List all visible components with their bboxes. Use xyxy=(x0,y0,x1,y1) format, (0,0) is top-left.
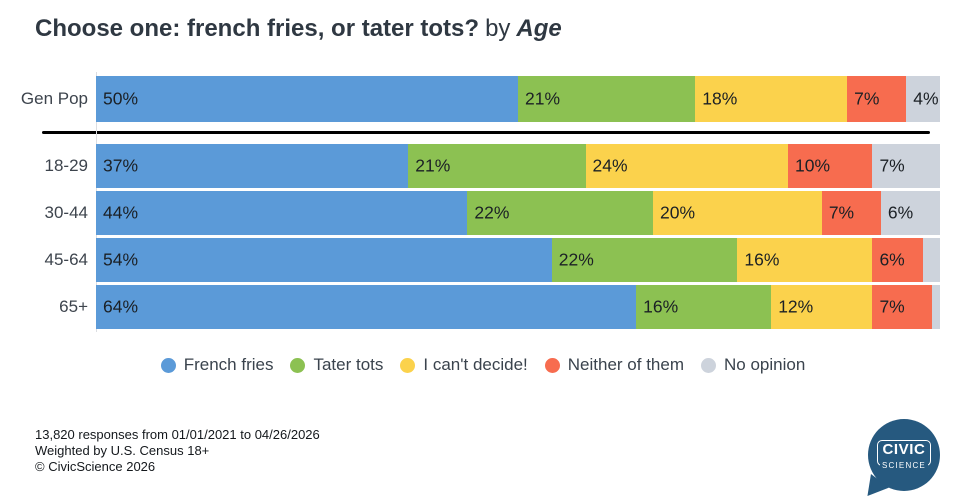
footnote-line: Weighted by U.S. Census 18+ xyxy=(35,442,210,458)
bar-row-gen-pop: Gen Pop 50% 21% 18% 7% 4% xyxy=(0,76,940,122)
bar-segment-french-fries[interactable]: 44% xyxy=(96,191,468,235)
legend-item-no-opinion[interactable]: No opinion xyxy=(701,355,805,375)
stacked-bar: 50% 21% 18% 7% 4% xyxy=(96,76,940,122)
bar-segment-i-can-t-decide[interactable]: 20% xyxy=(653,191,822,235)
segment-value-label: 22% xyxy=(474,202,510,223)
segment-value-label: 20% xyxy=(660,202,696,223)
stacked-bar: 64% 16% 12% 7% xyxy=(96,285,940,329)
segment-value-label: 10% xyxy=(795,155,831,176)
legend-dot-icon xyxy=(544,357,560,373)
legend-dot-icon xyxy=(290,357,306,373)
legend-dot-icon xyxy=(701,357,716,373)
segment-value-label: 64% xyxy=(103,296,139,317)
segment-value-label: 24% xyxy=(592,155,628,176)
bar-segment-no-opinion[interactable]: 4% xyxy=(906,76,940,122)
bar-segment-tater-tots[interactable]: 22% xyxy=(551,238,738,282)
logo-word-science: SCIENCE xyxy=(880,460,928,470)
legend-dot-icon xyxy=(160,357,176,373)
segment-value-label: 21% xyxy=(525,88,561,109)
chart-title: Choose one: french fries, or tater tots?… xyxy=(35,14,562,44)
segment-value-label: 16% xyxy=(744,249,780,270)
bar-row-30-44: 30-44 44% 22% 20% 7% 6% xyxy=(0,191,940,235)
bar-row-45-64: 45-64 54% 22% 16% 6% xyxy=(0,238,940,282)
bar-segment-neither-of-them[interactable]: 10% xyxy=(788,144,873,188)
segment-value-label: 6% xyxy=(879,249,905,270)
bar-segment-i-can-t-decide[interactable]: 16% xyxy=(737,238,873,282)
bar-segment-i-can-t-decide[interactable]: 24% xyxy=(585,144,789,188)
logo-text-box: CIVIC SCIENCE xyxy=(877,439,931,470)
segment-value-label: 18% xyxy=(702,88,738,109)
bar-segment-neither-of-them[interactable]: 7% xyxy=(821,191,881,235)
legend-item-french-fries[interactable]: French fries xyxy=(160,355,274,375)
bar-segment-tater-tots[interactable]: 21% xyxy=(518,76,696,122)
footnote-line: 13,820 responses from 01/01/2021 to 04/2… xyxy=(35,427,320,442)
speech-bubble-icon: CIVIC SCIENCE xyxy=(868,419,940,491)
row-label: 30-44 xyxy=(44,203,88,222)
bar-segment-neither-of-them[interactable]: 7% xyxy=(872,285,932,329)
row-label: Gen Pop xyxy=(20,89,88,108)
civicscience-logo: CIVIC SCIENCE xyxy=(866,417,942,496)
bar-segment-neither-of-them[interactable]: 7% xyxy=(847,76,907,122)
genpop-row-group: Gen Pop 50% 21% 18% 7% 4% xyxy=(0,76,940,122)
bar-row-65: 65+ 64% 16% 12% 7% xyxy=(0,285,940,329)
segment-value-label: 12% xyxy=(778,296,814,317)
segment-value-label: 7% xyxy=(854,88,880,109)
bar-segment-french-fries[interactable]: 54% xyxy=(96,238,552,282)
chart-title-dimension: Age xyxy=(516,15,562,42)
footnote-line: © CivicScience 2026 xyxy=(35,458,156,474)
segment-value-label: 7% xyxy=(879,296,905,317)
bar-segment-french-fries[interactable]: 50% xyxy=(96,76,518,122)
segment-value-label: 50% xyxy=(103,88,139,109)
bar-segment-french-fries[interactable]: 37% xyxy=(96,144,409,188)
stacked-bar: 44% 22% 20% 7% 6% xyxy=(96,191,940,235)
row-label: 18-29 xyxy=(44,156,88,175)
footnote: 13,820 responses from 01/01/2021 to 04/2… xyxy=(35,427,320,474)
age-row-group: 18-29 37% 21% 24% 10% 7% 30-44 44% 22% 20% 7% 6% 45-… xyxy=(0,144,940,329)
stacked-bar: 37% 21% 24% 10% 7% xyxy=(96,144,940,188)
bar-segment-i-can-t-decide[interactable]: 18% xyxy=(695,76,848,122)
row-label: 45-64 xyxy=(44,250,88,269)
legend-item-i-can-t-decide[interactable]: I can't decide! xyxy=(400,355,528,375)
genpop-divider xyxy=(42,131,930,134)
segment-value-label: 6% xyxy=(887,202,914,223)
bar-segment-french-fries[interactable]: 64% xyxy=(96,285,637,329)
row-label: 65+ xyxy=(59,297,88,316)
segment-value-label: 37% xyxy=(103,155,139,176)
chart-title-connector: by xyxy=(485,15,511,42)
stacked-bar: 54% 22% 16% 6% xyxy=(96,238,940,282)
legend-label: French fries xyxy=(183,355,274,374)
segment-value-label: 7% xyxy=(879,155,905,176)
bar-row-18-29: 18-29 37% 21% 24% 10% 7% xyxy=(0,144,940,188)
legend: French fries Tater tots I can't decide! Nei… xyxy=(0,355,966,375)
bar-segment-neither-of-them[interactable]: 6% xyxy=(872,238,924,282)
bar-segment-tater-tots[interactable]: 16% xyxy=(636,285,772,329)
chart-title-question: Choose one: french fries, or tater tots? xyxy=(35,15,480,42)
bar-segment-no-opinion[interactable] xyxy=(923,238,940,282)
bar-segment-i-can-t-decide[interactable]: 12% xyxy=(771,285,873,329)
segment-value-label: 16% xyxy=(643,296,679,317)
legend-label: No opinion xyxy=(724,355,806,374)
segment-value-label: 4% xyxy=(913,88,939,109)
stacked-bar-chart: Gen Pop 50% 21% 18% 7% 4% 18-29 37% 21% 24% 10% 7%… xyxy=(0,72,940,332)
legend-item-tater-tots[interactable]: Tater tots xyxy=(290,355,383,375)
legend-label: I can't decide! xyxy=(423,355,528,374)
legend-label: Tater tots xyxy=(313,355,384,374)
logo-word-civic: CIVIC xyxy=(882,440,926,458)
bar-segment-no-opinion[interactable] xyxy=(931,285,940,329)
segment-value-label: 22% xyxy=(558,249,594,270)
segment-value-label: 21% xyxy=(415,155,451,176)
segment-value-label: 7% xyxy=(828,202,855,223)
segment-value-label: 54% xyxy=(103,249,139,270)
segment-value-label: 44% xyxy=(103,202,139,223)
legend-label: Neither of them xyxy=(567,355,684,374)
bar-segment-tater-tots[interactable]: 21% xyxy=(408,144,586,188)
legend-dot-icon xyxy=(400,357,416,373)
bar-segment-tater-tots[interactable]: 22% xyxy=(467,191,654,235)
bar-segment-no-opinion[interactable]: 6% xyxy=(880,191,940,235)
bar-segment-no-opinion[interactable]: 7% xyxy=(872,144,940,188)
legend-item-neither-of-them[interactable]: Neither of them xyxy=(544,355,684,375)
